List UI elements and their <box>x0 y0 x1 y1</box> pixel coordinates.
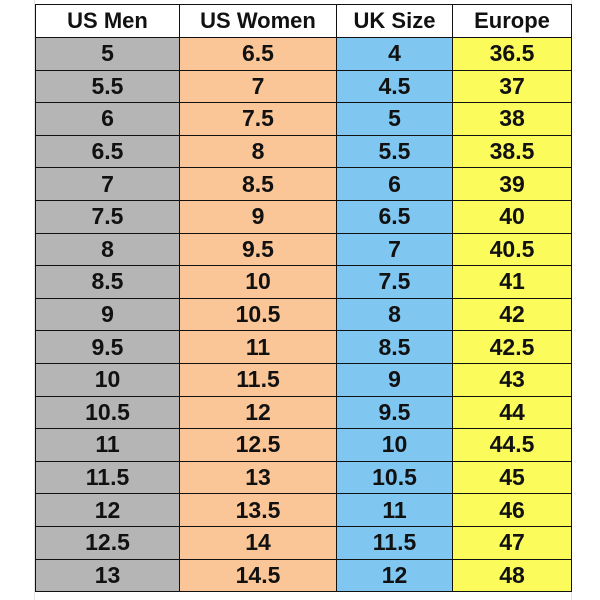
header-row: US Men US Women UK Size Europe <box>35 4 572 38</box>
table-row: 8.5 10 7.5 41 <box>35 265 572 299</box>
cell-europe: 44 <box>452 395 572 430</box>
cell-europe: 39 <box>452 167 572 201</box>
shoe-size-table: US Men US Women UK Size Europe 5 6.5 4 36.5… <box>35 4 572 593</box>
cell-europe: 36.5 <box>452 37 572 71</box>
cell-europe: 46 <box>452 493 572 527</box>
cell-us-women: 14.5 <box>179 558 337 593</box>
cell-europe: 38.5 <box>452 134 572 169</box>
cell-us-women: 6.5 <box>179 37 337 71</box>
header-us-men: US Men <box>35 4 180 38</box>
cell-us-women: 10.5 <box>179 297 337 332</box>
cell-europe: 42.5 <box>452 330 572 364</box>
table-row: 12 13.5 11 46 <box>35 493 572 527</box>
sheet-gridline <box>34 0 35 600</box>
table-body: 5 6.5 4 36.5 5.5 7 4.5 37 6 7.5 5 38 6.5 8 5.5 38.5 7 8.5… <box>35 37 572 593</box>
cell-europe: 42 <box>452 297 572 332</box>
cell-europe: 47 <box>452 525 572 560</box>
cell-europe: 40 <box>452 199 572 234</box>
table-row: 5.5 7 4.5 37 <box>35 69 572 104</box>
cell-europe: 41 <box>452 265 572 299</box>
cell-us-women: 11 <box>179 330 337 364</box>
cell-us-men: 10.5 <box>35 395 180 430</box>
cell-us-men: 5.5 <box>35 69 180 104</box>
table-row: 11.5 13 10.5 45 <box>35 460 572 495</box>
cell-us-men: 7 <box>35 167 180 201</box>
cell-uk-size: 6.5 <box>336 199 453 234</box>
cell-europe: 44.5 <box>452 428 572 462</box>
cell-us-men: 9 <box>35 297 180 332</box>
cell-us-women: 9.5 <box>179 232 337 267</box>
cell-europe: 38 <box>452 102 572 136</box>
cell-europe: 43 <box>452 362 572 397</box>
cell-europe: 40.5 <box>452 232 572 267</box>
cell-uk-size: 8 <box>336 297 453 332</box>
cell-uk-size: 5.5 <box>336 134 453 169</box>
table-row: 7.5 9 6.5 40 <box>35 199 572 234</box>
cell-us-men: 12.5 <box>35 525 180 560</box>
table-row: 9 10.5 8 42 <box>35 297 572 332</box>
cell-uk-size: 10.5 <box>336 460 453 495</box>
cell-us-women: 14 <box>179 525 337 560</box>
header-us-women: US Women <box>179 4 337 38</box>
cell-us-women: 10 <box>179 265 337 299</box>
cell-us-men: 9.5 <box>35 330 180 364</box>
cell-us-women: 8 <box>179 134 337 169</box>
table-row: 5 6.5 4 36.5 <box>35 37 572 71</box>
cell-us-men: 11 <box>35 428 180 462</box>
cell-us-women: 11.5 <box>179 362 337 397</box>
cell-us-men: 13 <box>35 558 180 593</box>
cell-europe: 37 <box>452 69 572 104</box>
cell-uk-size: 11.5 <box>336 525 453 560</box>
table-row: 10.5 12 9.5 44 <box>35 395 572 430</box>
cell-uk-size: 6 <box>336 167 453 201</box>
table-row: 11 12.5 10 44.5 <box>35 428 572 462</box>
cell-uk-size: 12 <box>336 558 453 593</box>
cell-us-women: 7 <box>179 69 337 104</box>
cell-uk-size: 9 <box>336 362 453 397</box>
table-header: US Men US Women UK Size Europe <box>35 4 572 38</box>
cell-uk-size: 10 <box>336 428 453 462</box>
cell-us-men: 12 <box>35 493 180 527</box>
cell-uk-size: 5 <box>336 102 453 136</box>
table-row: 9.5 11 8.5 42.5 <box>35 330 572 364</box>
cell-us-men: 10 <box>35 362 180 397</box>
table-row: 10 11.5 9 43 <box>35 362 572 397</box>
cell-uk-size: 9.5 <box>336 395 453 430</box>
cell-us-men: 8.5 <box>35 265 180 299</box>
cell-uk-size: 7 <box>336 232 453 267</box>
cell-us-women: 7.5 <box>179 102 337 136</box>
table-row: 12.5 14 11.5 47 <box>35 525 572 560</box>
header-europe: Europe <box>452 4 572 38</box>
cell-us-men: 5 <box>35 37 180 71</box>
sheet-gridline <box>571 0 572 600</box>
cell-us-women: 12 <box>179 395 337 430</box>
table-row: 6.5 8 5.5 38.5 <box>35 134 572 169</box>
table-row: 6 7.5 5 38 <box>35 102 572 136</box>
cell-us-women: 13 <box>179 460 337 495</box>
cell-europe: 45 <box>452 460 572 495</box>
cell-us-men: 7.5 <box>35 199 180 234</box>
table-row: 13 14.5 12 48 <box>35 558 572 593</box>
cell-us-men: 11.5 <box>35 460 180 495</box>
cell-uk-size: 11 <box>336 493 453 527</box>
cell-uk-size: 7.5 <box>336 265 453 299</box>
cell-us-men: 6.5 <box>35 134 180 169</box>
cell-us-women: 9 <box>179 199 337 234</box>
cell-us-women: 8.5 <box>179 167 337 201</box>
table-row: 7 8.5 6 39 <box>35 167 572 201</box>
header-uk-size: UK Size <box>336 4 453 38</box>
cell-uk-size: 4 <box>336 37 453 71</box>
cell-us-women: 12.5 <box>179 428 337 462</box>
cell-us-women: 13.5 <box>179 493 337 527</box>
cell-uk-size: 8.5 <box>336 330 453 364</box>
table-row: 8 9.5 7 40.5 <box>35 232 572 267</box>
cell-us-men: 6 <box>35 102 180 136</box>
cell-uk-size: 4.5 <box>336 69 453 104</box>
cell-us-men: 8 <box>35 232 180 267</box>
cell-europe: 48 <box>452 558 572 593</box>
